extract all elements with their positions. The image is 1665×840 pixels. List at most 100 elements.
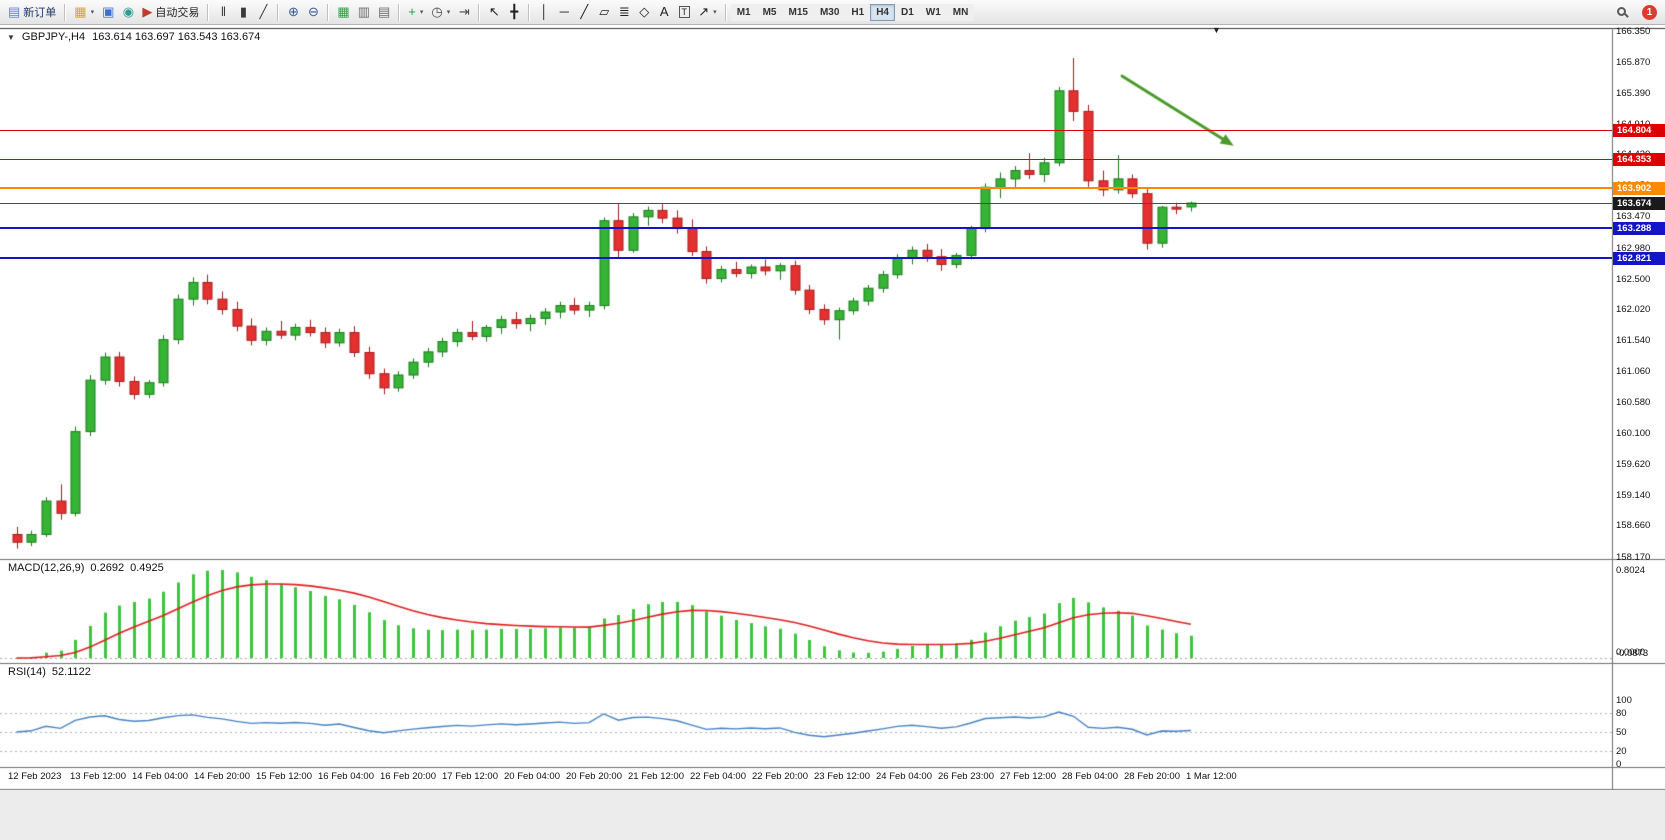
channel-icon: ▱ — [599, 4, 610, 19]
chart-template-icon: ⇥ — [458, 4, 470, 19]
candlestick-icon: ▮ — [239, 4, 247, 19]
pivot-line-tag: 163.902 — [1613, 182, 1665, 195]
tf-h4-button[interactable]: H4 — [870, 3, 895, 21]
macd-name: MACD(12,26,9) — [8, 562, 85, 574]
toolbar-group: ▦ ▾ ▣ ◉ ▶ 自动交易 — [70, 2, 203, 22]
tf-w1-button[interactable]: W1 — [919, 3, 947, 21]
label-button[interactable]: T — [674, 2, 694, 22]
tf-m1-button[interactable]: M1 — [730, 3, 757, 21]
channel-button[interactable]: ▱ — [594, 2, 614, 22]
periods-button[interactable]: ◷ ▾ — [427, 2, 454, 22]
timeframe-toolbar: M1 M5 M15 M30 H1 H4 D1 W1 MN — [730, 3, 975, 21]
tf-h1-button[interactable]: H1 — [845, 3, 871, 21]
arrow-tools-icon: ↗ — [698, 4, 710, 19]
arrows-button[interactable]: ↗ ▾ — [694, 2, 720, 22]
time-axis-label: 12 Feb 2023 — [8, 771, 62, 782]
support-line-2[interactable] — [0, 257, 1612, 259]
time-axis-label: 28 Feb 20:00 — [1124, 771, 1180, 782]
resistance-line-1-tag: 164.804 — [1613, 124, 1665, 137]
rsi-axis-label: 0 — [1616, 759, 1622, 770]
toolbar-group: ⊕ ⊖ — [283, 2, 323, 22]
price-axis-tick: 165.870 — [1616, 56, 1651, 68]
new-chart-button[interactable]: ▦ ▾ — [70, 2, 98, 22]
text-label-icon: T — [678, 6, 691, 18]
price-axis-tick: 160.580 — [1616, 397, 1651, 409]
search-icon[interactable] — [1615, 5, 1631, 21]
cascade-windows-button[interactable]: ▥ — [354, 2, 374, 22]
auto-trading-button[interactable]: ▶ 自动交易 — [138, 2, 203, 22]
clock-icon: ◷ — [431, 4, 443, 19]
new-order-button-label: 新订单 — [23, 7, 57, 19]
line-chart-type-button[interactable]: ╱ — [253, 2, 273, 22]
shapes-button[interactable]: ◇ — [634, 2, 654, 22]
notification-badge[interactable]: 1 — [1642, 5, 1657, 20]
horizontal-line-button[interactable]: ─ — [554, 2, 574, 22]
tf-m15-button[interactable]: M15 — [782, 3, 814, 21]
toolbar-right: 1 — [1615, 0, 1657, 25]
macd-axis-label: 0.0000 — [1616, 647, 1646, 658]
time-axis-label: 21 Feb 12:00 — [628, 771, 684, 782]
rsi-axis-label: 80 — [1616, 707, 1627, 719]
cursor-button[interactable]: ↖ — [484, 2, 504, 22]
profiles-button[interactable]: ▣ — [98, 2, 118, 22]
vertical-line-button[interactable]: │ — [534, 2, 554, 22]
toolbar-separator — [327, 3, 330, 21]
macd-value-signal: 0.4925 — [130, 562, 164, 574]
toolbar-separator — [207, 3, 210, 21]
new-chart-icon-caret: ▾ — [90, 9, 95, 16]
toolbar-group: ↖ ╋ — [484, 2, 524, 22]
cursor-icon: ↖ — [488, 4, 500, 19]
rsi-axis-label: 100 — [1616, 695, 1632, 706]
bottom-panel — [0, 790, 1665, 840]
zoom-out-button[interactable]: ⊖ — [303, 2, 323, 22]
indicators-button[interactable]: + ▾ — [404, 2, 427, 22]
time-axis-label: 16 Feb 04:00 — [318, 771, 374, 782]
trendline-button[interactable]: ╱ — [574, 2, 594, 22]
price-axis-tick: 160.100 — [1616, 427, 1651, 439]
price-axis-tick: 162.980 — [1616, 242, 1651, 254]
toolbar-group: ▦ ▥ ▤ — [333, 2, 394, 22]
tile-windows-button[interactable]: ▦ — [333, 2, 353, 22]
toolbar-group: ▤ 新订单 — [4, 2, 60, 22]
time-axis-label: 13 Feb 12:00 — [70, 771, 126, 782]
support-line-1[interactable] — [0, 227, 1612, 229]
resistance-line-1[interactable] — [0, 130, 1612, 131]
chart-shift-marker[interactable]: ▼ — [1212, 25, 1221, 35]
auto-trading-button-label: 自动交易 — [155, 7, 200, 19]
tf-d1-button[interactable]: D1 — [895, 3, 920, 21]
new-order-button[interactable]: ▤ 新订单 — [4, 2, 60, 22]
current-price-line[interactable] — [0, 203, 1612, 204]
time-axis-label: 22 Feb 20:00 — [752, 771, 808, 782]
price-axis-tick: 161.540 — [1616, 335, 1651, 347]
chart-ohlc-values: 163.614 163.697 163.543 163.674 — [92, 31, 261, 43]
resistance-line-2[interactable] — [0, 159, 1612, 160]
arrange-windows-button[interactable]: ▤ — [374, 2, 394, 22]
time-axis-label: 20 Feb 20:00 — [566, 771, 622, 782]
price-axis-tick: 162.500 — [1616, 273, 1651, 285]
tf-mn-button[interactable]: MN — [946, 3, 975, 21]
templates-button[interactable]: ⇥ — [454, 2, 474, 22]
profiles-icon: ▣ — [102, 4, 115, 19]
time-axis-label: 24 Feb 04:00 — [876, 771, 932, 782]
price-axis-tick: 158.660 — [1616, 520, 1651, 532]
time-axis-label: 14 Feb 20:00 — [194, 771, 250, 782]
bar-chart-type-button[interactable]: ‖ — [213, 2, 233, 22]
zoom-in-button[interactable]: ⊕ — [283, 2, 303, 22]
crosshair-button[interactable]: ╋ — [504, 2, 524, 22]
toolbar-buttons: ▤ 新订单 ▦ ▾ ▣ ◉ ▶ 自动交易 ‖ ▮ ╱ ⊕ ⊖ ▦ ▥ ▤ + ▾ ◷ ▾ ⇥ ↖ ╋ │ ─ ╱ ▱ ≣ ◇ A T ↗ ▾ M1… — [4, 2, 975, 22]
rsi-name: RSI(14) — [8, 666, 46, 678]
tf-m30-button[interactable]: M30 — [813, 3, 846, 21]
text-icon: A — [659, 4, 669, 19]
chart-title: GBPJPY-,H4 — [21, 31, 86, 43]
candlestick-type-button[interactable]: ▮ — [233, 2, 253, 22]
pivot-line[interactable] — [0, 187, 1612, 189]
arrow-tools-icon-caret: ▾ — [713, 9, 717, 16]
fibonacci-button[interactable]: ≣ — [614, 2, 634, 22]
one-click-trading-toggle[interactable]: ▼ — [7, 32, 15, 42]
market-watch-button[interactable]: ◉ — [118, 2, 138, 22]
tf-m5-button[interactable]: M5 — [756, 3, 783, 21]
auto-trading-icon: ▶ — [142, 4, 153, 19]
text-button[interactable]: A — [654, 2, 674, 22]
new-chart-icon: ▦ — [74, 4, 87, 19]
